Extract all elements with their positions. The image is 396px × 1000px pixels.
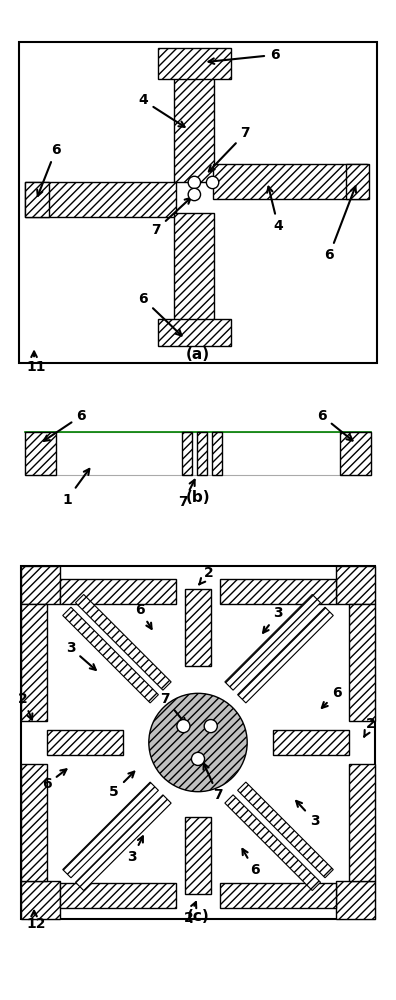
- Bar: [21, 881, 59, 919]
- Text: 5: 5: [109, 772, 134, 799]
- Text: 2: 2: [184, 902, 196, 925]
- Text: 12: 12: [27, 917, 46, 931]
- Circle shape: [204, 720, 217, 733]
- Text: 2: 2: [364, 717, 376, 737]
- Bar: [59, 883, 176, 908]
- Bar: [238, 607, 333, 703]
- Bar: [25, 182, 49, 217]
- Bar: [349, 764, 375, 881]
- Bar: [47, 730, 123, 755]
- Bar: [158, 319, 231, 346]
- Bar: [174, 213, 214, 330]
- Text: 7: 7: [204, 764, 223, 802]
- Bar: [185, 817, 211, 894]
- Bar: [220, 579, 337, 604]
- Bar: [182, 432, 192, 475]
- Text: 6: 6: [209, 48, 279, 64]
- Bar: [25, 432, 56, 475]
- Text: 6: 6: [139, 292, 181, 336]
- Bar: [340, 432, 371, 475]
- Text: 2: 2: [199, 566, 214, 585]
- Text: 7: 7: [160, 692, 186, 724]
- Text: 6: 6: [317, 409, 352, 441]
- Bar: [63, 782, 158, 878]
- Bar: [63, 607, 158, 703]
- Text: 1: 1: [62, 469, 89, 507]
- Text: 7: 7: [209, 126, 250, 171]
- Bar: [158, 48, 231, 79]
- Text: 3: 3: [296, 801, 320, 828]
- Circle shape: [188, 176, 200, 189]
- Text: 7: 7: [151, 198, 190, 237]
- Text: 6: 6: [322, 686, 341, 708]
- Bar: [220, 883, 337, 908]
- Bar: [21, 566, 59, 604]
- Circle shape: [188, 188, 200, 201]
- Text: (b): (b): [186, 490, 210, 505]
- Circle shape: [149, 693, 247, 792]
- Text: 4: 4: [267, 187, 283, 233]
- Bar: [337, 881, 375, 919]
- Text: 4: 4: [139, 93, 185, 127]
- Text: 6: 6: [37, 143, 61, 196]
- Text: 3: 3: [66, 641, 96, 670]
- Text: (c): (c): [187, 909, 209, 924]
- Bar: [197, 432, 207, 475]
- Bar: [346, 164, 369, 199]
- Bar: [213, 164, 367, 199]
- Bar: [59, 579, 176, 604]
- Bar: [76, 594, 171, 690]
- Text: 6: 6: [324, 187, 356, 262]
- Text: 6: 6: [44, 409, 86, 441]
- Text: (a): (a): [186, 347, 210, 362]
- Bar: [21, 604, 47, 721]
- Text: 6: 6: [242, 849, 259, 877]
- Text: 11: 11: [27, 360, 46, 374]
- Bar: [349, 604, 375, 721]
- Circle shape: [177, 720, 190, 733]
- Text: 3: 3: [263, 606, 283, 633]
- Text: 2: 2: [18, 692, 32, 720]
- Bar: [225, 795, 320, 891]
- Bar: [174, 66, 214, 182]
- Bar: [337, 566, 375, 604]
- Bar: [25, 182, 176, 217]
- Bar: [212, 432, 223, 475]
- Text: 3: 3: [128, 836, 143, 864]
- Bar: [185, 589, 211, 666]
- Bar: [21, 764, 47, 881]
- Bar: [25, 432, 371, 475]
- Bar: [225, 594, 320, 690]
- Text: 7: 7: [179, 480, 194, 509]
- Text: 6: 6: [135, 603, 152, 629]
- Bar: [76, 795, 171, 891]
- Text: 6: 6: [42, 769, 67, 791]
- Circle shape: [206, 176, 219, 189]
- Circle shape: [191, 752, 205, 765]
- Bar: [273, 730, 349, 755]
- Bar: [238, 782, 333, 878]
